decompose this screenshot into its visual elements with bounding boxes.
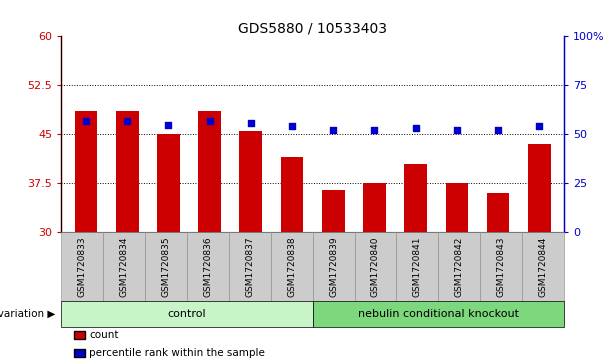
Bar [487, 193, 509, 232]
Text: GSM1720841: GSM1720841 [413, 237, 422, 297]
Point [287, 123, 297, 129]
Bar [528, 144, 550, 232]
Point [123, 118, 132, 123]
Bar [281, 157, 303, 232]
Text: GSM1720834: GSM1720834 [120, 237, 129, 297]
Text: GSM1720836: GSM1720836 [204, 236, 213, 297]
Text: GSM1720844: GSM1720844 [538, 237, 547, 297]
Point [329, 127, 338, 133]
Text: genotype/variation ▶: genotype/variation ▶ [0, 309, 55, 319]
Point [535, 123, 544, 129]
Text: GSM1720833: GSM1720833 [78, 236, 87, 297]
Text: nebulin conditional knockout: nebulin conditional knockout [358, 309, 519, 319]
Point [411, 126, 421, 131]
Point [370, 127, 379, 133]
Bar [157, 134, 180, 232]
Point [81, 118, 91, 123]
Point [205, 118, 215, 123]
Bar [363, 183, 386, 232]
Text: GSM1720835: GSM1720835 [161, 236, 170, 297]
Bar [446, 183, 468, 232]
Point [452, 127, 462, 133]
Text: count: count [89, 330, 118, 340]
Bar [405, 164, 427, 232]
Bar [75, 111, 97, 232]
Bar [116, 111, 139, 232]
Title: GDS5880 / 10533403: GDS5880 / 10533403 [238, 21, 387, 35]
Text: GSM1720843: GSM1720843 [497, 237, 506, 297]
Text: GSM1720837: GSM1720837 [245, 236, 254, 297]
Bar [198, 111, 221, 232]
Bar [322, 190, 345, 232]
Text: GSM1720842: GSM1720842 [455, 237, 464, 297]
Point [246, 120, 256, 126]
Point [164, 122, 173, 127]
Bar [240, 131, 262, 232]
Text: GSM1720839: GSM1720839 [329, 236, 338, 297]
Point [493, 127, 503, 133]
Text: percentile rank within the sample: percentile rank within the sample [89, 348, 265, 358]
Text: GSM1720840: GSM1720840 [371, 237, 380, 297]
Text: GSM1720838: GSM1720838 [287, 236, 296, 297]
Text: control: control [167, 309, 207, 319]
